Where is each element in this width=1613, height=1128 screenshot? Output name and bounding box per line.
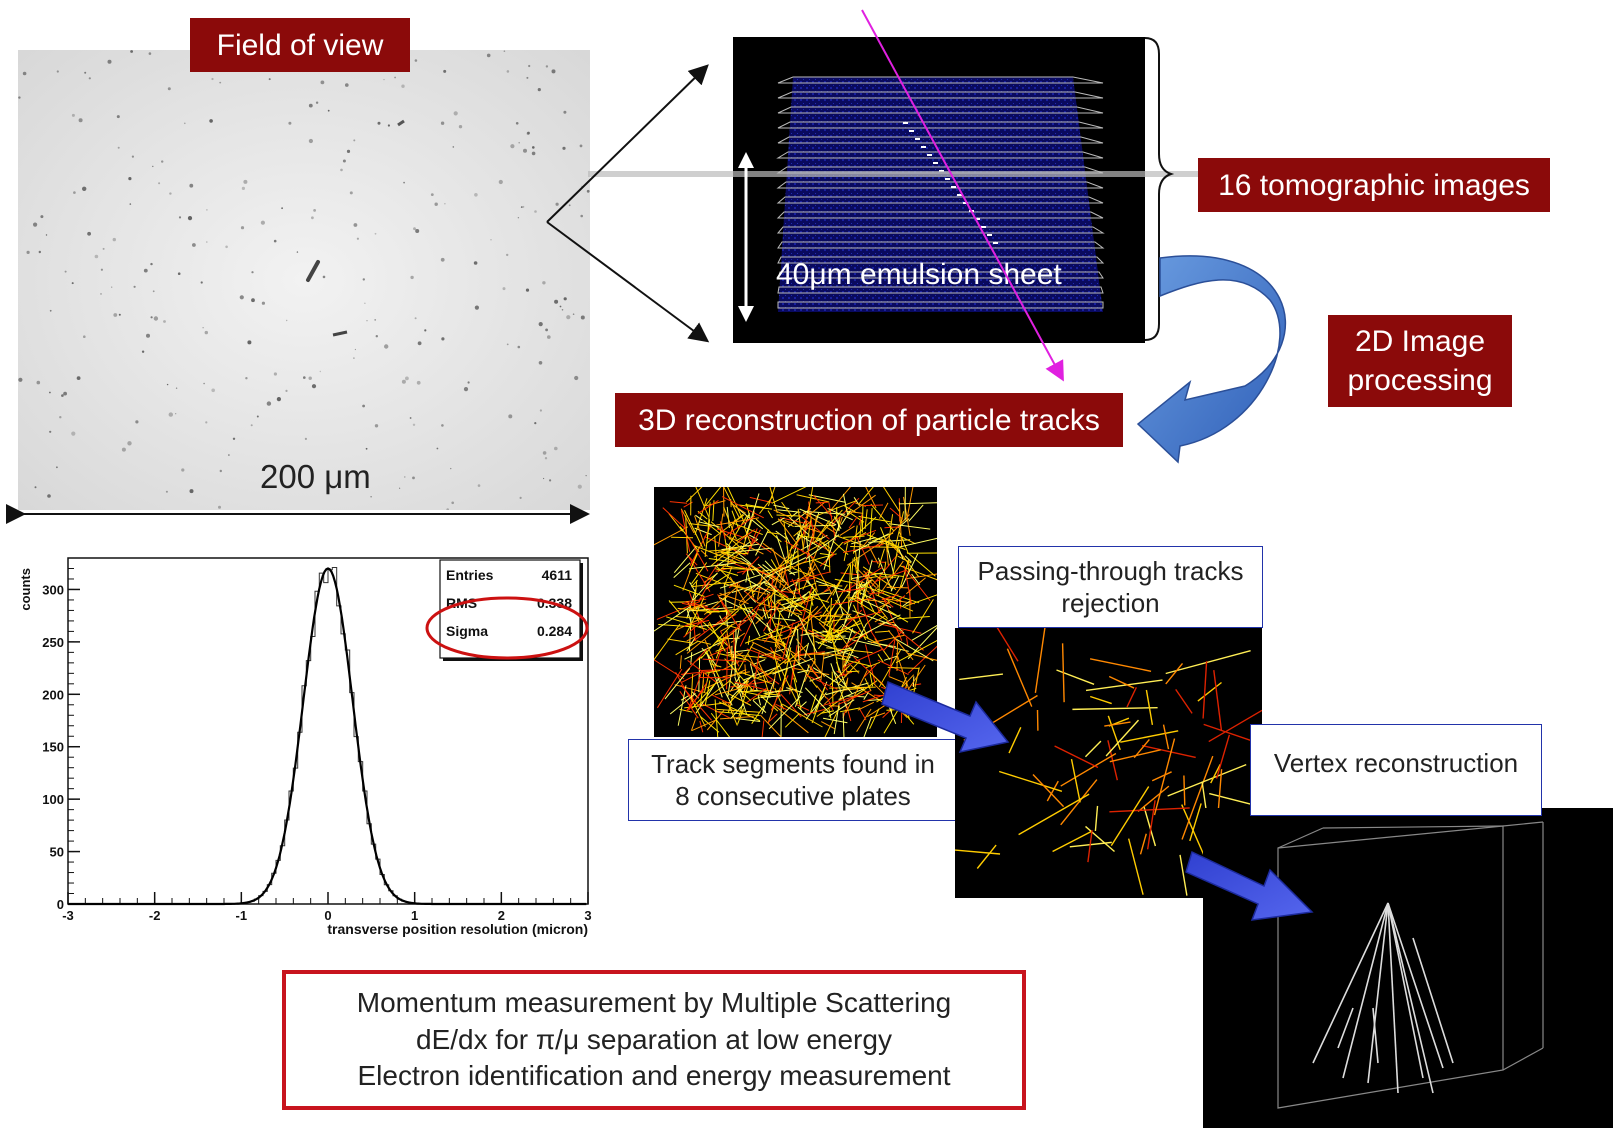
vertex-tracks bbox=[1277, 821, 1544, 1109]
field-of-view-label: Field of view bbox=[190, 18, 410, 72]
y-tick-label: 0 bbox=[57, 897, 64, 912]
stat-name: Sigma bbox=[446, 623, 488, 639]
x-tick-label: 0 bbox=[324, 908, 331, 923]
processing-curved-arrow bbox=[1136, 255, 1286, 464]
tomographic-stack bbox=[776, 76, 1105, 312]
capabilities-box: Momentum measurement by Multiple Scatter… bbox=[282, 970, 1026, 1110]
vertex-panel bbox=[1203, 808, 1613, 1128]
stack-brace bbox=[1144, 37, 1175, 341]
track-segments-caption: Track segments found in 8 consecutive pl… bbox=[628, 739, 958, 821]
tomographic-stack-panel bbox=[733, 37, 1145, 343]
x-tick-label: 1 bbox=[411, 908, 418, 923]
capability-line-2: dE/dx for π/μ separation at low energy bbox=[416, 1023, 892, 1055]
y-tick-label: 100 bbox=[42, 792, 64, 807]
reconstruction-3d-label: 3D reconstruction of particle tracks bbox=[615, 393, 1123, 447]
y-tick-label: 300 bbox=[42, 582, 64, 597]
y-tick-label: 250 bbox=[42, 635, 64, 650]
dense-tracks bbox=[654, 487, 937, 737]
emulsion-grains bbox=[18, 50, 590, 510]
x-tick-label: 2 bbox=[498, 908, 505, 923]
passing-through-line-2: rejection bbox=[1061, 588, 1160, 618]
emulsion-sheet-label: 40μm emulsion sheet bbox=[776, 258, 1062, 291]
resolution-histogram: -3 -2 -1 0 1 2 3 0 50 100 150 200 250 300 transverse p… bbox=[0, 548, 610, 948]
x-axis-label: transverse position resolution (micron) bbox=[327, 921, 588, 937]
gaussian-fit bbox=[68, 567, 587, 906]
x-tick-label: -3 bbox=[62, 908, 74, 923]
y-tick-label: 150 bbox=[42, 740, 64, 755]
y-axis-label: counts bbox=[18, 568, 33, 611]
y-tick-label: 200 bbox=[42, 687, 64, 702]
x-tick-label: -2 bbox=[149, 908, 161, 923]
vertex-reconstruction-caption: Vertex reconstruction bbox=[1250, 724, 1542, 816]
image-processing-line-1: 2D Image bbox=[1354, 325, 1486, 358]
image-processing-label: 2D Image processing bbox=[1328, 315, 1512, 407]
histogram-svg: -3 -2 -1 0 1 2 3 0 50 100 150 200 250 300 transverse p… bbox=[18, 557, 592, 937]
y-tick-label: 50 bbox=[50, 845, 64, 860]
track-segments-line-2: 8 consecutive plates bbox=[675, 781, 911, 811]
passing-through-caption: Passing-through tracks rejection bbox=[958, 546, 1263, 628]
track-segments-panel bbox=[654, 487, 937, 737]
stat-value: 4611 bbox=[542, 567, 573, 583]
stat-name: Entries bbox=[446, 567, 494, 583]
stats-box bbox=[439, 559, 581, 659]
stat-value: 0.284 bbox=[537, 623, 572, 639]
x-tick-label: -1 bbox=[236, 908, 248, 923]
sigma-highlight bbox=[425, 596, 589, 660]
image-processing-line-2: processing bbox=[1347, 364, 1493, 397]
track-segments-line-1: Track segments found in bbox=[651, 748, 935, 779]
passing-through-line-1: Passing-through tracks bbox=[977, 555, 1244, 586]
scale-bar-label: 200 μm bbox=[260, 458, 371, 495]
capability-line-1: Momentum measurement by Multiple Scatter… bbox=[356, 987, 952, 1019]
x-tick-label: 3 bbox=[584, 908, 591, 923]
microscope-image bbox=[18, 50, 590, 510]
tomographic-images-label: 16 tomographic images bbox=[1198, 158, 1550, 212]
capability-line-3: Electron identification and energy measu… bbox=[357, 1060, 951, 1092]
